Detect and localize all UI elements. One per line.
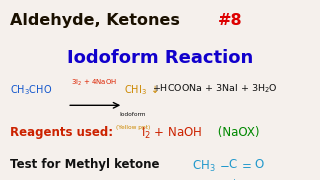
Text: CH$_3$CHO: CH$_3$CHO [10, 83, 52, 97]
Text: (Yellow ppt): (Yellow ppt) [116, 125, 150, 130]
Text: Aldehyde, Ketones: Aldehyde, Ketones [10, 13, 185, 28]
Text: |: | [232, 178, 236, 180]
Text: I$_2$ $+$ NaOH: I$_2$ $+$ NaOH [141, 126, 202, 141]
Text: C: C [229, 158, 237, 171]
Text: 3I$_2$ + 4NaOH: 3I$_2$ + 4NaOH [71, 77, 117, 88]
Text: $=$: $=$ [239, 158, 252, 171]
Text: (NaOX): (NaOX) [214, 126, 260, 139]
Text: $-$: $-$ [219, 158, 230, 171]
Text: $+$HCOONa $+$ 3NaI $+$ 3H$_2$O: $+$HCOONa $+$ 3NaI $+$ 3H$_2$O [152, 83, 278, 95]
Text: #8: #8 [218, 13, 242, 28]
Text: Test for Methyl ketone: Test for Methyl ketone [10, 158, 159, 171]
Text: Iodoform: Iodoform [120, 112, 146, 118]
Text: O: O [254, 158, 264, 171]
Text: Iodoform Reaction: Iodoform Reaction [67, 49, 253, 67]
Text: Reagents used:: Reagents used: [10, 126, 117, 139]
Text: CH$_3$: CH$_3$ [192, 158, 216, 174]
Text: CHI$_3$ $\downarrow$: CHI$_3$ $\downarrow$ [124, 83, 159, 97]
